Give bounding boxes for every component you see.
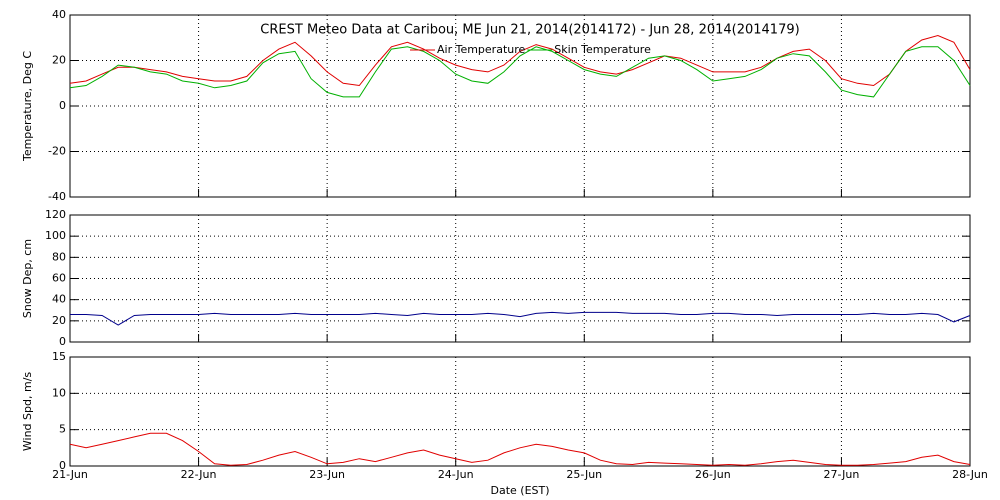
x-tick-label: 24-Jun bbox=[438, 468, 474, 481]
x-axis-label: Date (EST) bbox=[490, 484, 549, 497]
series-line bbox=[70, 311, 971, 326]
series-line bbox=[69, 432, 971, 466]
y-tick-label: 40 bbox=[52, 8, 66, 21]
y-tick-label: -40 bbox=[48, 190, 66, 203]
y-tick-label: 5 bbox=[59, 423, 66, 436]
x-tick-label: 23-Jun bbox=[309, 468, 345, 481]
plot-frame bbox=[69, 14, 971, 198]
y-tick-label: 20 bbox=[52, 314, 66, 327]
y-tick-label: 0 bbox=[59, 335, 66, 348]
y-tick-label: 10 bbox=[52, 386, 66, 399]
series-line bbox=[69, 46, 971, 98]
x-tick-label: 25-Jun bbox=[566, 468, 602, 481]
y-tick-label: 15 bbox=[52, 350, 66, 363]
plot-frame bbox=[69, 214, 971, 343]
y-tick-label: 0 bbox=[59, 99, 66, 112]
y-axis-label: Snow Dep, cm bbox=[21, 239, 34, 318]
y-tick-label: 0 bbox=[59, 459, 66, 472]
x-tick-label: 22-Jun bbox=[181, 468, 217, 481]
y-tick-label: 20 bbox=[52, 54, 66, 67]
x-tick-label: 28-Jun bbox=[952, 468, 988, 481]
series-line bbox=[69, 34, 971, 87]
y-tick-label: 80 bbox=[52, 250, 66, 263]
chart-title: CREST Meteo Data at Caribou, ME Jun 21, … bbox=[260, 23, 799, 38]
y-axis-label: Temperature, Deg C bbox=[21, 51, 34, 162]
y-tick-label: -20 bbox=[48, 145, 66, 158]
y-tick-label: 100 bbox=[45, 229, 66, 242]
y-axis-label: Wind Spd, m/s bbox=[21, 372, 34, 452]
x-tick-label: 21-Jun bbox=[52, 468, 88, 481]
x-tick-label: 27-Jun bbox=[824, 468, 860, 481]
y-tick-label: 120 bbox=[45, 208, 66, 221]
y-tick-label: 40 bbox=[52, 293, 66, 306]
legend-label: Air Temperature bbox=[437, 43, 526, 56]
x-tick-label: 26-Jun bbox=[695, 468, 731, 481]
plot-frame bbox=[69, 356, 971, 467]
y-tick-label: 60 bbox=[52, 272, 66, 285]
legend-label: Skin Temperature bbox=[554, 43, 651, 56]
